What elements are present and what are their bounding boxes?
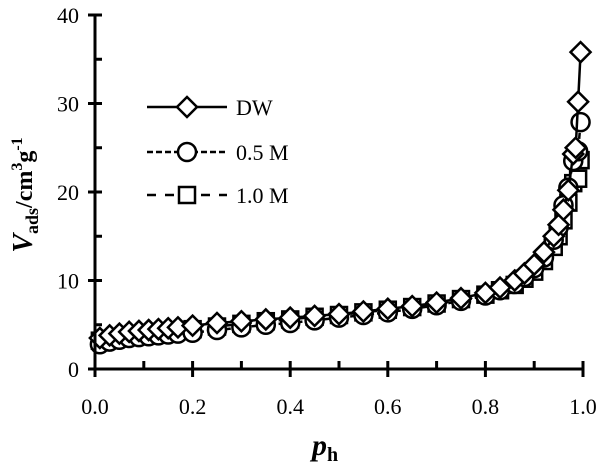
diamond-marker-icon [229, 309, 254, 333]
diamond-marker-icon [205, 311, 229, 335]
circle-marker-icon [176, 141, 198, 163]
diamond-marker-icon [327, 302, 351, 326]
y-tick-label: 0 [68, 357, 79, 382]
diamond-marker-icon [551, 197, 576, 222]
legend-label-0-5m: 0.5 M [236, 140, 289, 165]
diamond-marker-icon [568, 40, 593, 64]
x-axis-ticks: 0.0 0.2 0.4 0.6 0.8 1.0 [81, 361, 597, 419]
diamond-marker-icon [175, 95, 199, 119]
legend-label-1-0m: 1.0 M [236, 183, 289, 208]
x-axis-title: ph [309, 429, 338, 466]
legend: DW 0.5 M 1.0 M [147, 95, 289, 208]
diamond-marker-icon [556, 178, 581, 202]
x-axis-title-sub: h [327, 444, 338, 466]
diamond-marker-icon [449, 286, 473, 310]
diamond-marker-icon [566, 89, 590, 114]
legend-item-dw: DW [147, 95, 273, 120]
y-tick-label: 40 [57, 3, 79, 28]
y-tick-label: 10 [57, 269, 79, 294]
y-axis-title-sub: ads [22, 208, 42, 234]
legend-label-dw: DW [236, 95, 273, 120]
legend-item-1-0m: 1.0 M [147, 183, 289, 208]
diamond-marker-icon [424, 290, 449, 315]
x-tick-label: 0.4 [276, 394, 304, 419]
y-tick-label: 20 [57, 180, 79, 205]
diamond-marker-icon [563, 135, 588, 160]
square-marker-icon [177, 185, 197, 205]
legend-item-0-5m: 0.5 M [147, 140, 289, 165]
y-axis-ticks: 0 10 20 30 40 [57, 3, 102, 382]
diamond-marker-icon [351, 299, 376, 324]
x-tick-label: 0.8 [472, 394, 500, 419]
diamond-marker-icon [532, 240, 556, 264]
circle-marker-icon [570, 111, 591, 133]
diamond-marker-icon [254, 307, 278, 332]
plot-series [88, 40, 593, 355]
x-tick-label: 0.6 [374, 394, 402, 419]
axes: 0 10 20 30 40 0.0 0.2 0.4 0.6 0.8 1.0 [57, 3, 597, 419]
y-axis-title-sup2: -1 [9, 137, 26, 150]
y-axis-title-main: V [8, 232, 39, 253]
x-tick-label: 0.2 [179, 394, 207, 419]
diamond-marker-icon [400, 294, 424, 318]
diamond-marker-icon [522, 252, 546, 277]
x-tick-label: 1.0 [569, 394, 597, 419]
y-tick-label: 30 [57, 92, 79, 117]
y-axis-title-sup1: 3 [9, 163, 26, 171]
series-dw [88, 40, 593, 350]
y-axis-title-unit: /cm [12, 171, 38, 209]
y-axis-title-g: g [12, 151, 38, 163]
y-axis-title: Vads/cm3g-1 [8, 137, 42, 252]
diamond-marker-icon [180, 313, 205, 338]
x-tick-label: 0.0 [81, 394, 109, 419]
diamond-marker-icon [302, 304, 327, 328]
x-axis-title-main: p [309, 429, 327, 462]
diamond-marker-icon [278, 305, 302, 330]
diamond-marker-icon [376, 297, 400, 321]
